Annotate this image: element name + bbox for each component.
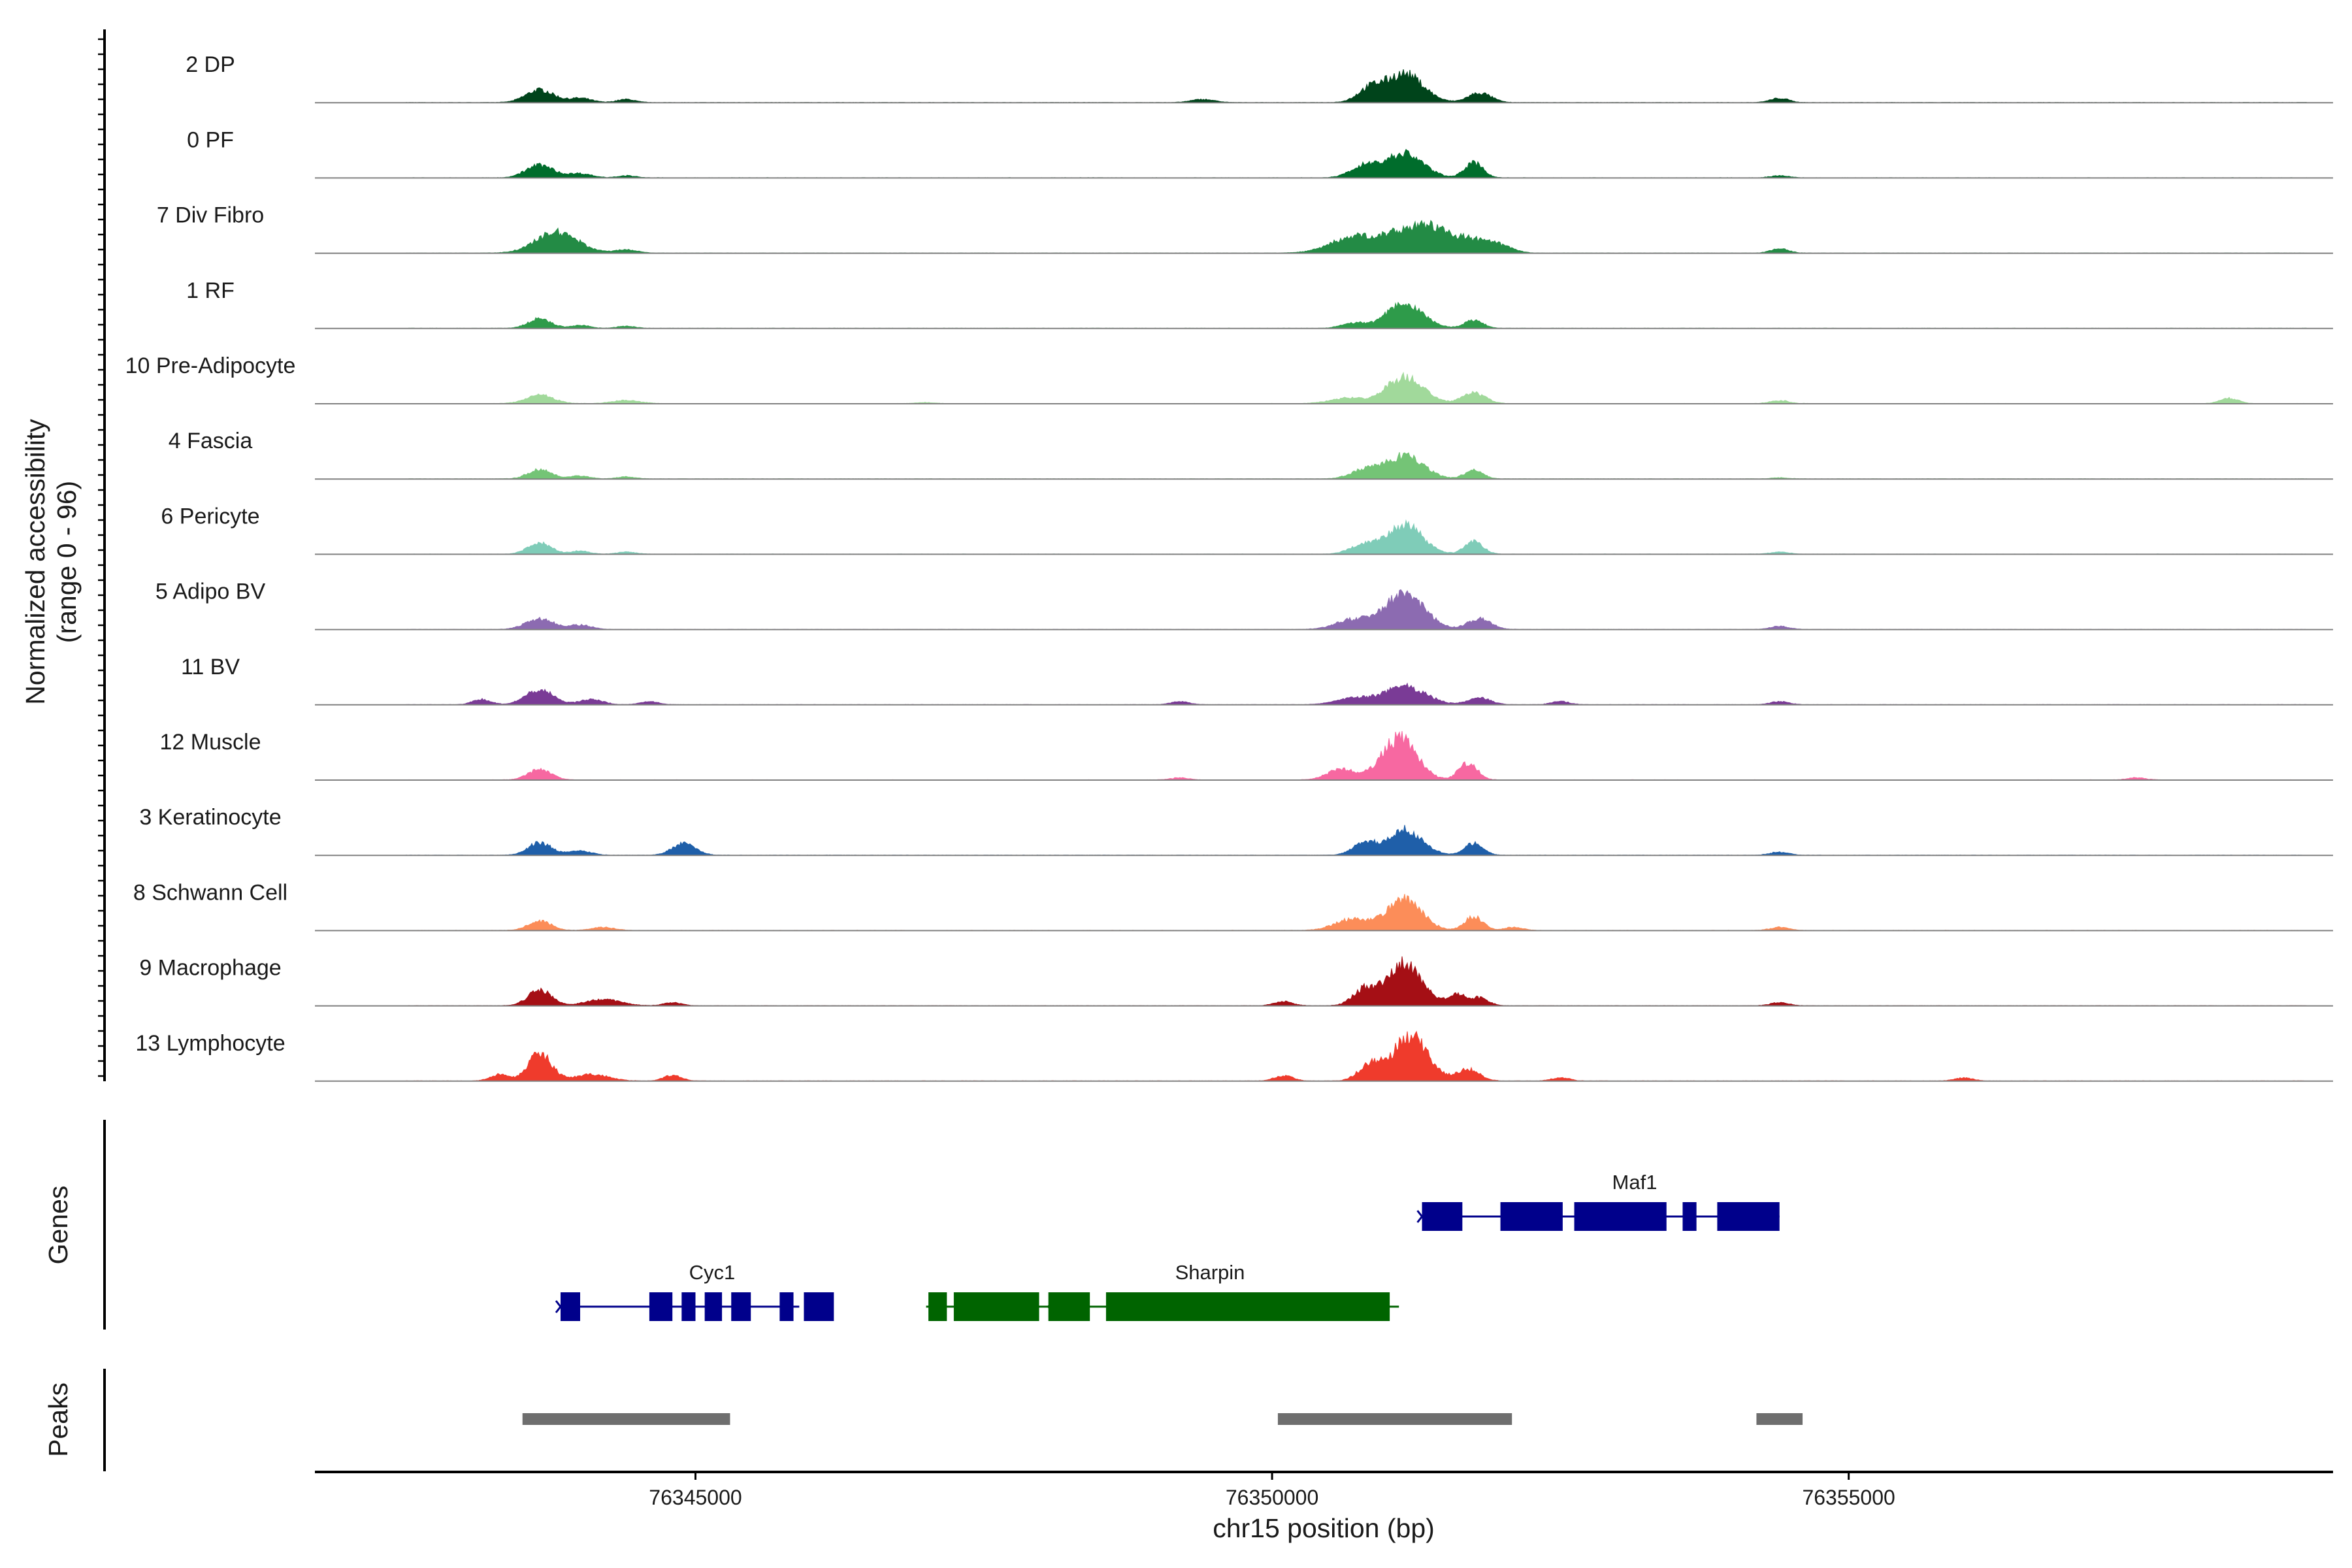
x-axis-label: chr15 position (bp) [1213, 1513, 1435, 1543]
track-1: 2 DP [186, 52, 2333, 104]
track-label: 4 Fascia [169, 429, 253, 453]
gene-exon [779, 1292, 794, 1321]
x-tick-label: 76355000 [1802, 1486, 1895, 1509]
accessibility-tracks: 2 DP 0 PF 7 Div Fibro 1 RF 10 Pre-Adipocyte 4… [125, 52, 2333, 1082]
track-label: 2 DP [186, 52, 235, 77]
track-area [406, 301, 2307, 329]
track-label: 13 Lymphocyte [135, 1031, 285, 1056]
track-14: 13 Lymphocyte [135, 1030, 2333, 1082]
gene-cyc1: Cyc1 [555, 1261, 834, 1321]
track-area [406, 1030, 2307, 1082]
track-label: 10 Pre-Adipocyte [125, 353, 296, 378]
gene-exon [953, 1292, 1039, 1321]
track-area [406, 69, 2307, 103]
strand-arrow [555, 1300, 562, 1313]
track-label: 1 RF [186, 278, 235, 303]
peak-region [1277, 1413, 1512, 1425]
track-9: 11 BV [181, 655, 2333, 706]
track-8: 5 Adipo BV [155, 580, 2333, 630]
peak-region [522, 1413, 730, 1425]
strand-arrow [1047, 1300, 1054, 1313]
track-label: 11 BV [181, 655, 240, 679]
genes-track-label: Genes [43, 1186, 73, 1265]
gene-maf1: Maf1 [1416, 1171, 1780, 1231]
track-area [406, 730, 2307, 781]
gene-label: Maf1 [1612, 1171, 1658, 1194]
gene-exon [1500, 1202, 1563, 1231]
track-10: 12 Muscle [160, 730, 2333, 781]
track-label: 3 Keratinocyte [139, 805, 281, 830]
track-2: 0 PF [187, 127, 2333, 179]
gene-label: Sharpin [1175, 1261, 1245, 1284]
gene-exon [704, 1292, 723, 1321]
track-label: 12 Muscle [160, 730, 261, 755]
track-area [406, 956, 2307, 1007]
gene-exon [1574, 1202, 1667, 1231]
gene-exon [560, 1292, 580, 1321]
gene-exon [1105, 1292, 1390, 1321]
track-3: 7 Div Fibro [157, 203, 2333, 254]
track-area [406, 894, 2307, 931]
track-area [406, 519, 2307, 555]
gene-annotations: Maf1 Cyc1 Sharpin [555, 1171, 1780, 1321]
gene-exon [681, 1292, 696, 1321]
gene-exon [1682, 1202, 1697, 1231]
x-axis: 76345000 76350000 76355000 [649, 1472, 1895, 1509]
track-label: 8 Schwann Cell [133, 880, 287, 905]
peaks-track-label: Peaks [43, 1382, 73, 1457]
y-axis-range-label: (range 0 - 96) [52, 481, 82, 643]
track-area [406, 452, 2307, 480]
gene-exon [804, 1292, 834, 1321]
track-area [406, 220, 2307, 254]
gene-exon [928, 1292, 947, 1321]
track-area [406, 148, 2307, 178]
x-tick-label: 76345000 [649, 1486, 742, 1509]
x-tick-label: 76350000 [1226, 1486, 1318, 1509]
track-label: 7 Div Fibro [157, 203, 264, 228]
track-13: 9 Macrophage [139, 956, 2333, 1007]
peak-regions [522, 1413, 1803, 1425]
track-11: 3 Keratinocyte [139, 805, 2333, 857]
gene-exon [1717, 1202, 1780, 1231]
track-4: 1 RF [186, 278, 2333, 329]
strand-arrow [1416, 1210, 1424, 1223]
y-axis [98, 29, 106, 1081]
track-area [406, 682, 2307, 706]
track-area [406, 371, 2307, 404]
gene-label: Cyc1 [689, 1261, 736, 1284]
gene-exon [649, 1292, 673, 1321]
track-label: 6 Pericyte [161, 504, 259, 529]
track-label: 9 Macrophage [139, 956, 281, 981]
gene-exon [1422, 1202, 1463, 1231]
gene-sharpin: Sharpin [926, 1261, 1399, 1321]
track-6: 4 Fascia [169, 429, 2333, 480]
track-label: 0 PF [187, 127, 234, 152]
gene-exon [1048, 1292, 1090, 1321]
y-axis-label: Normalized accessibility [20, 419, 50, 705]
gene-exon [731, 1292, 751, 1321]
track-12: 8 Schwann Cell [133, 880, 2333, 932]
track-7: 6 Pericyte [161, 504, 2333, 555]
track-area [406, 589, 2307, 630]
track-label: 5 Adipo BV [155, 580, 266, 604]
peak-region [1756, 1413, 1803, 1425]
track-area [406, 825, 2307, 856]
track-5: 10 Pre-Adipocyte [125, 353, 2333, 404]
